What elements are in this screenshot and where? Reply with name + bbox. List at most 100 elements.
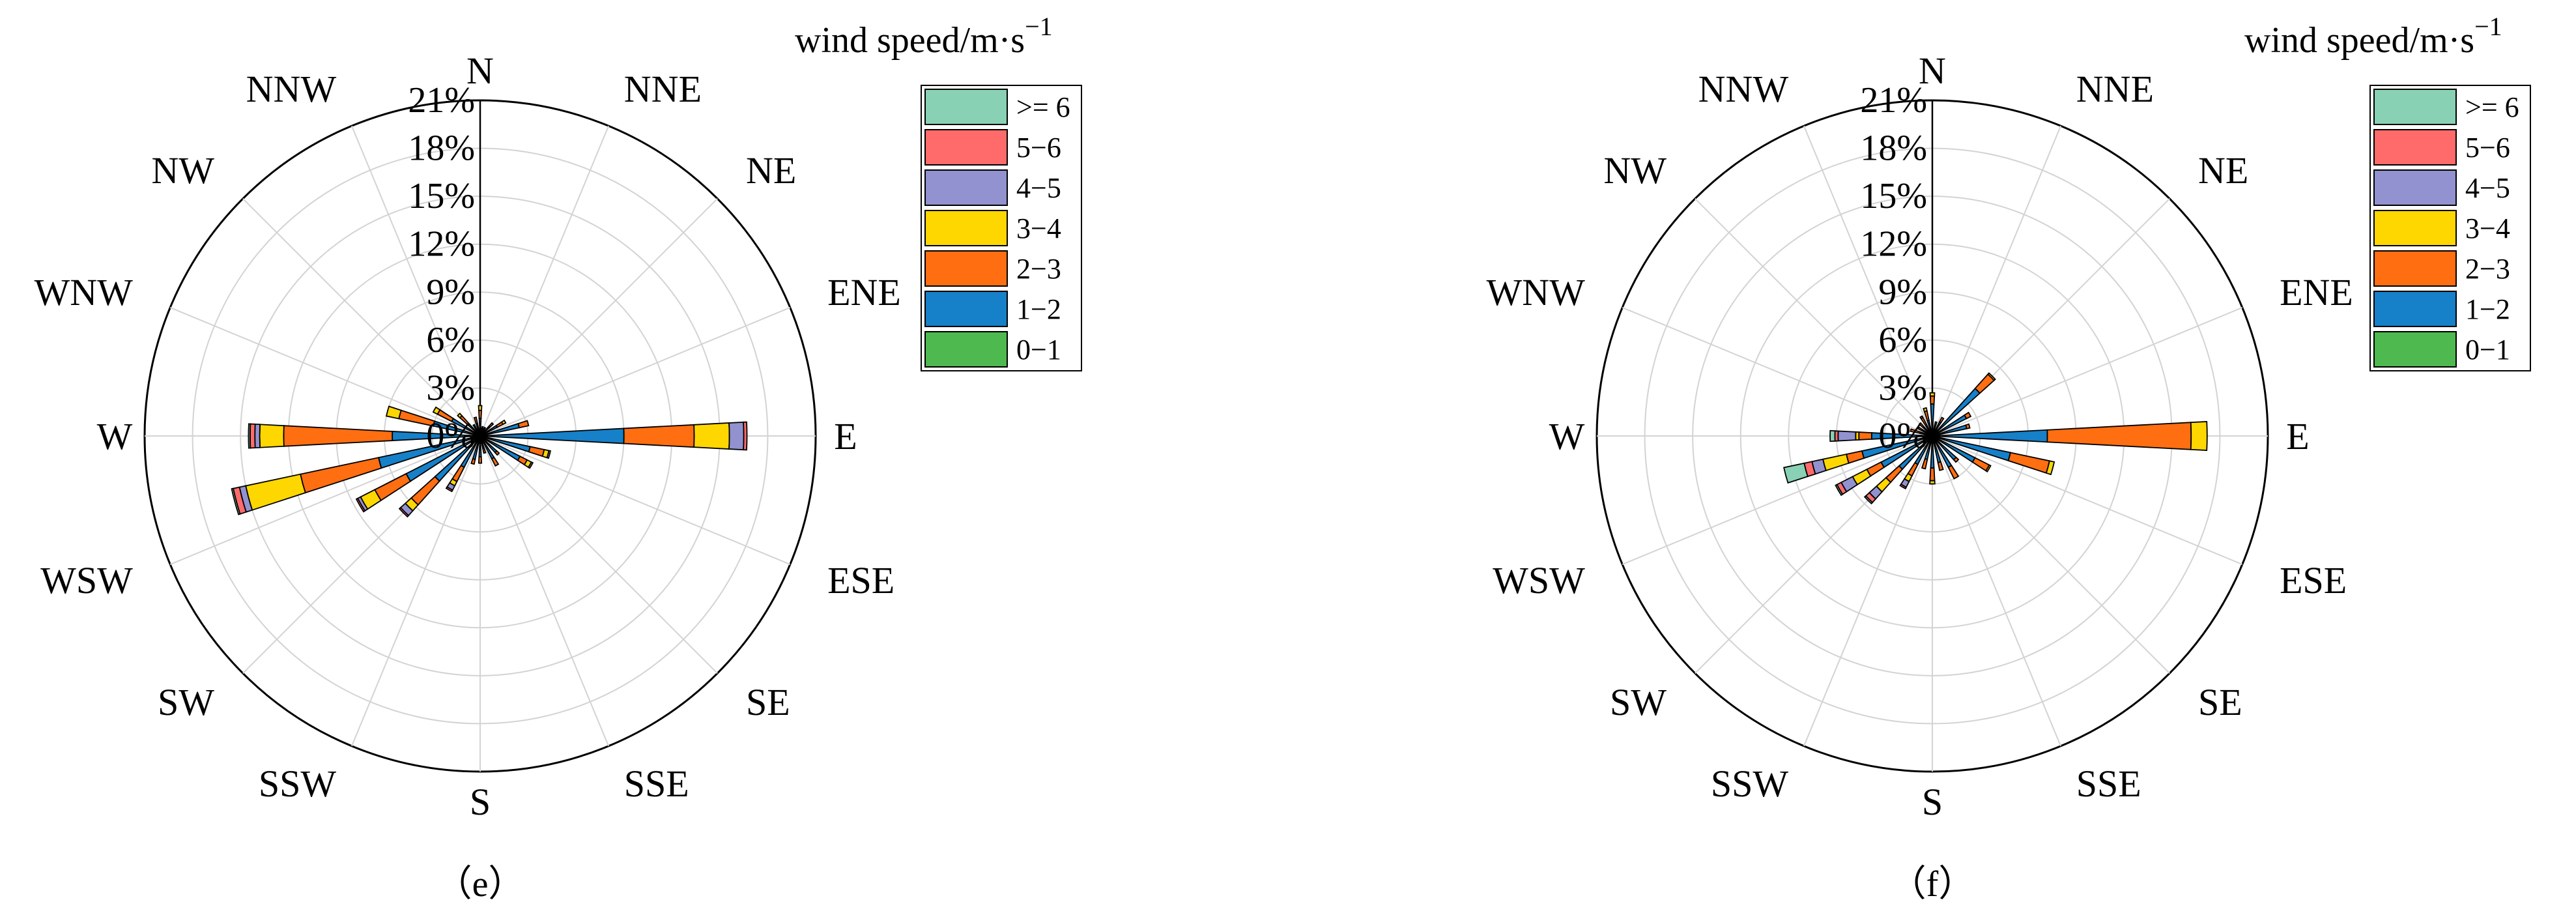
wind-bar-segment [1910, 428, 1921, 434]
wind-bar-segment [478, 405, 483, 411]
direction-label-nnw: NNW [246, 68, 337, 110]
direction-label-wsw: WSW [40, 559, 133, 601]
legend-swatch [2373, 129, 2457, 166]
radial-tick-label: 18% [1860, 128, 1927, 169]
wind-bar-segment [1919, 415, 1924, 420]
direction-label-ssw: SSW [259, 762, 337, 805]
wind-bar-segment [473, 416, 478, 425]
legend-label: 3−4 [2465, 212, 2510, 244]
grid-spoke [1932, 435, 2243, 566]
legend-swatch [2373, 210, 2457, 246]
direction-label-w: W [1549, 415, 1585, 457]
wind-bar-segment [546, 450, 552, 459]
wind-bar-segment [254, 423, 261, 449]
radial-tick-label: 6% [426, 320, 475, 360]
legend-label: 2−3 [1016, 253, 1061, 285]
wind-bar-segment [693, 422, 730, 450]
grid-spoke [169, 435, 481, 566]
direction-label-n: N [466, 50, 494, 92]
wind-bar-segment [1822, 453, 1850, 472]
wind-bar-segment [245, 473, 306, 511]
wind-bar-segment [1863, 495, 1874, 505]
legend-swatch [924, 210, 1008, 246]
wind-bar-segment [728, 421, 745, 451]
direction-label-nw: NW [151, 149, 214, 192]
wind-bar-segment [1937, 461, 1944, 471]
wind-bar-segment [1987, 372, 1996, 381]
wind-bar-segment [1899, 483, 1908, 490]
wind-bar-segment [491, 456, 500, 467]
wind-bar-segment [231, 487, 241, 515]
direction-label-wsw: WSW [1493, 559, 1585, 601]
direction-label-nne: NNE [2076, 68, 2154, 110]
direction-label-se: SE [746, 681, 790, 723]
legend-swatch [924, 89, 1008, 125]
wind-bar-segment [487, 422, 494, 429]
legend-swatch [2373, 331, 2457, 368]
grid-spoke [1932, 306, 2243, 437]
grid-spoke [1803, 125, 1933, 437]
wind-bar-segment [1953, 456, 1960, 463]
wind-bar-segment [481, 426, 484, 429]
wind-bar-segment [1829, 429, 1836, 442]
wind-bar-segment [249, 423, 256, 449]
wind-bar-segment [2190, 420, 2208, 452]
radial-tick-label: 0% [1878, 416, 1927, 456]
radial-tick-label: 9% [426, 272, 475, 312]
direction-label-e: E [834, 415, 857, 457]
legend-swatch [924, 250, 1008, 287]
wind-bar-segment [1846, 450, 1865, 464]
radial-tick-label: 12% [1860, 224, 1927, 265]
grid-spoke [479, 198, 718, 437]
radial-tick-label: 9% [1878, 272, 1927, 312]
wind-bar-segment [482, 447, 487, 454]
wind-bar-segment [1921, 457, 1928, 470]
radial-tick-label: 6% [1878, 320, 1927, 360]
grid-spoke [242, 198, 481, 437]
wind-bar-segment [410, 476, 440, 506]
legend-title: wind speed/m·s−1 [2244, 12, 2502, 61]
wind-bar-segment [1783, 462, 1809, 484]
legend-label: >= 6 [1016, 91, 1070, 123]
radial-tick-label: 15% [408, 176, 475, 216]
wind-bar-segment [623, 424, 695, 448]
legend-swatch [2373, 169, 2457, 206]
grid-spoke [1803, 435, 1933, 747]
wind-rose-panel-e: 0%3%6%9%12%15%18%21%N NNENEENEEESESESSESS… [35, 12, 1082, 905]
direction-label-w: W [97, 415, 133, 457]
wind-bar-segment [283, 425, 394, 447]
wind-bar-segment [1837, 430, 1857, 442]
radial-tick-label: 21% [408, 80, 475, 121]
wind-bar-segment [743, 421, 748, 451]
direction-label-e: E [2286, 415, 2309, 457]
wind-bar-segment [432, 406, 441, 415]
wind-bar-segment [1934, 421, 1938, 426]
radial-tick-label: 0% [426, 416, 475, 456]
wind-bar-segment [1964, 411, 1972, 420]
legend-title: wind speed/m·s−1 [795, 12, 1053, 61]
direction-label-ne: NE [746, 149, 796, 192]
wind-bar-segment [1929, 392, 1936, 397]
direction-label-s: S [470, 781, 491, 823]
legend-swatch [2373, 250, 2457, 287]
grid-spoke [1932, 125, 2062, 437]
wind-bar-segment [1947, 465, 1960, 480]
wind-bar-segment [1938, 416, 1945, 424]
grid-spoke [1695, 198, 1933, 437]
wind-bar-segment [1985, 464, 1992, 473]
direction-label-wnw: WNW [35, 271, 134, 313]
wind-bar-segment [478, 456, 483, 464]
wind-bar-segment [1965, 423, 1971, 429]
wind-bar-segment [1923, 407, 1928, 413]
wind-bar-segment [259, 424, 285, 448]
wind-bar-segment [470, 457, 476, 465]
legend-label: >= 6 [2465, 91, 2519, 123]
direction-label-sse: SSE [2076, 762, 2141, 805]
wind-bar-segment [386, 405, 402, 420]
direction-label-n: N [1919, 50, 1946, 92]
direction-label-ese: ESE [2280, 559, 2347, 601]
wind-bar-segment [1929, 480, 1936, 485]
legend-label: 5−6 [1016, 132, 1061, 164]
radial-tick-label: 18% [408, 128, 475, 169]
